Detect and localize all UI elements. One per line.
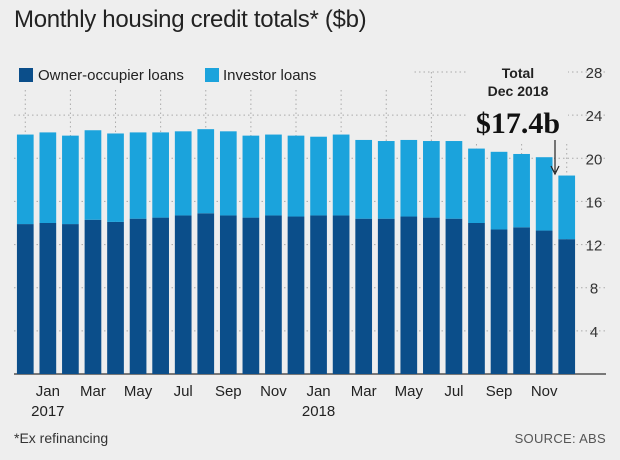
bar-investor (129, 132, 147, 219)
bar-owner-occupier (129, 218, 147, 374)
bar-owner-occupier (39, 223, 57, 374)
source-credit: SOURCE: ABS (514, 431, 606, 446)
y-tick-label: 24 (586, 108, 603, 125)
bars (16, 129, 576, 374)
x-tick-year-label: 2017 (31, 403, 64, 420)
bar-investor (107, 133, 124, 222)
annotation-line2: Dec 2018 (488, 83, 549, 99)
bar-investor (219, 131, 237, 216)
x-tick-label: Nov (260, 383, 287, 400)
bar-owner-occupier (332, 215, 350, 374)
bar-owner-occupier (107, 221, 124, 374)
bar-owner-occupier (219, 215, 237, 374)
y-tick-label: 4 (590, 324, 598, 341)
y-tick-label: 8 (590, 281, 598, 298)
legend-label-investor: Investor loans (223, 67, 316, 84)
bar-owner-occupier (490, 229, 508, 374)
bar-owner-occupier (468, 223, 485, 374)
bar-investor (62, 135, 79, 225)
x-tick-year-label: 2018 (302, 403, 335, 420)
footnote: *Ex refinancing (14, 430, 109, 446)
bar-owner-occupier (197, 213, 215, 374)
y-axis-ticks: 4 8 12 16 20 24 28 (586, 65, 603, 341)
x-tick-label: May (124, 383, 153, 400)
bar-owner-occupier (310, 215, 327, 374)
legend: Owner-occupier loans Investor loans (14, 61, 414, 89)
x-tick-label: Sep (486, 383, 513, 400)
bar-owner-occupier (174, 215, 192, 374)
legend-swatch-owner (19, 68, 33, 82)
bar-owner-occupier (152, 217, 169, 374)
legend-swatch-investor (205, 68, 219, 82)
bar-investor (355, 139, 373, 219)
annotation-line1: Total (502, 65, 534, 81)
chart-title: Monthly housing credit totals* ($b) (14, 6, 367, 33)
bar-owner-occupier (287, 216, 305, 374)
x-axis-ticks: Jan 2017 Mar May Jul Sep Nov Jan 2018 Mar May Jul Se… (31, 383, 558, 420)
bar-owner-occupier (535, 230, 553, 374)
legend-label-owner: Owner-occupier loans (38, 67, 184, 84)
bar-owner-occupier (558, 239, 576, 374)
bar-owner-occupier (400, 216, 418, 374)
bar-owner-occupier (84, 219, 102, 374)
bar-investor (558, 175, 576, 240)
bar-investor (39, 132, 57, 223)
bar-investor (310, 136, 327, 216)
bar-investor (468, 148, 485, 223)
bar-owner-occupier (16, 224, 34, 374)
bar-owner-occupier (62, 224, 79, 374)
bar-owner-occupier (242, 217, 260, 374)
bar-investor (265, 134, 282, 216)
x-tick-label: Mar (80, 383, 106, 400)
x-tick-label: Jul (174, 383, 193, 400)
bar-investor (423, 141, 440, 218)
bar-investor (535, 157, 553, 231)
x-tick-label: Jul (444, 383, 463, 400)
annotation-arrow-head (550, 165, 560, 176)
y-tick-label: 28 (586, 65, 603, 82)
bar-investor (174, 131, 192, 216)
y-tick-label: 12 (586, 238, 603, 255)
x-tick-label: Nov (531, 383, 558, 400)
bar-owner-occupier (423, 217, 440, 374)
y-tick-label: 20 (586, 151, 603, 168)
bar-investor (152, 132, 169, 218)
x-tick-label: Sep (215, 383, 242, 400)
bar-investor (332, 134, 350, 216)
y-tick-label: 16 (586, 194, 603, 211)
x-tick-label: Jan (36, 383, 60, 400)
x-tick-label: Jan (306, 383, 330, 400)
bar-investor (445, 141, 463, 219)
bar-investor (377, 141, 395, 219)
annotation-value: $17.4b (476, 107, 560, 140)
bar-investor (400, 139, 418, 217)
bar-investor (197, 129, 215, 214)
bar-investor (84, 130, 102, 220)
bar-investor (490, 151, 508, 230)
bar-investor (287, 135, 305, 217)
bar-owner-occupier (377, 218, 395, 374)
bar-owner-occupier (445, 218, 463, 374)
total-annotation: Total Dec 2018 $17.4b (468, 62, 568, 176)
x-tick-label: May (395, 383, 424, 400)
bar-owner-occupier (513, 227, 530, 374)
bar-owner-occupier (265, 215, 282, 374)
bar-investor (513, 153, 530, 228)
bar-investor (242, 135, 260, 218)
x-tick-label: Mar (351, 383, 377, 400)
annotation-background (468, 62, 568, 142)
bar-owner-occupier (355, 218, 373, 374)
bar-investor (16, 134, 34, 225)
